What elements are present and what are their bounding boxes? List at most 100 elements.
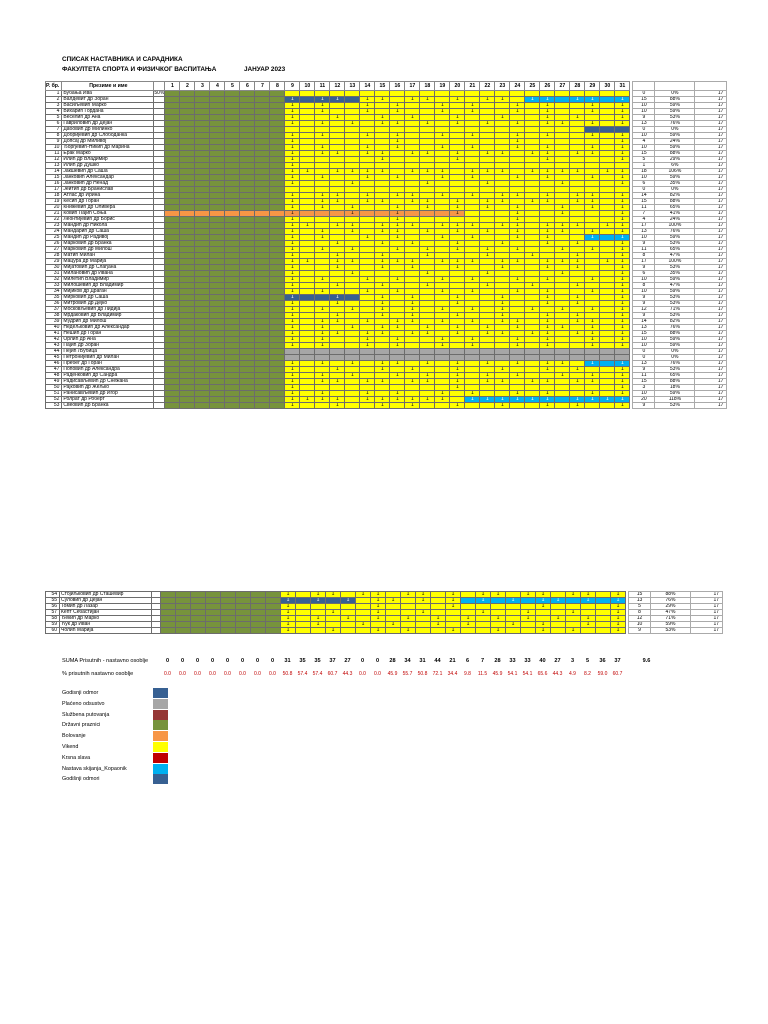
legend-swatch [153,731,168,742]
day-cell: 1 [610,627,626,634]
sum-label: SUMA Prisutnih - nastavno osoblje [62,658,149,664]
table-row: 4 Вихарић Гордана 1 1 1 1 1 1 1 1 1 1 10 59% 17 [44,108,728,115]
summary-value: 0.0 [194,671,201,677]
day-cell [434,402,451,409]
summary-total: 9.6 [642,658,651,664]
summary-value: 33 [509,658,516,664]
summary-value: 28 [389,658,396,664]
header-day: 1 [164,81,181,91]
day-cell [190,627,206,634]
day-cell [310,627,326,634]
legend-swatch [153,720,168,731]
summary-value: 7 [480,658,485,664]
table-row: 59 Ћук др Иван 1 1 1 1 1 1 1 1 1 1 10 59% 17 [45,621,723,628]
header-workdays [694,81,728,91]
header-day: 19 [434,81,451,91]
day-cell [344,402,361,409]
day-cell [164,402,181,409]
header-day: 28 [569,81,586,91]
legend-item: Vikend [62,741,192,753]
table-row: 42 Орлић др Ана 1 1 1 1 1 1 1 1 1 1 10 59% 17 [44,336,728,343]
summary-value: 60.7 [327,671,338,677]
table-row: 51 Ранисављевић др Игор 1 1 1 1 1 1 1 1 1 1 10 59% 17 [44,390,728,397]
day-cell: 1 [404,402,421,409]
header-day: 4 [209,81,226,91]
day-cell [509,402,526,409]
table-row: 49 Радисављевић др Снежана 1 1 1 1 1 1 1 1 1 1 1 1 1 1 1… [44,378,728,385]
day-cell [175,627,191,634]
day-cell: 1 [280,627,296,634]
summary-value: 50.8 [282,671,293,677]
day-cell [595,627,611,634]
day-cell [179,402,196,409]
day-cell [205,627,221,634]
attendance-table-continued: 54 Стојиљковић др Сташевир 1 1 1 1 1 1 1 1 1 1 1 1 1 1 1… [45,591,723,634]
summary-value: 11.5 [477,671,488,677]
day-cell [355,627,371,634]
day-cell [299,402,316,409]
day-cell: 1 [284,402,301,409]
day-cell [194,402,211,409]
summary-value: 27 [554,658,561,664]
header-day: 22 [479,81,496,91]
header-day: 12 [329,81,346,91]
summary-value: 6 [465,658,470,664]
summary-value: 60.7 [612,671,623,677]
day-cell [554,402,571,409]
header-day: 11 [314,81,331,91]
header-day: 27 [554,81,571,91]
header-day: 15 [374,81,391,91]
header-day: 6 [239,81,256,91]
table-row: 54 Стојиљковић др Сташевир 1 1 1 1 1 1 1 1 1 1 1 1 1 1 1… [45,591,723,598]
percent-row: % prisutnih nastavno osoblje 0.0 0.0 0.0 0.… [62,671,662,681]
summary-value: 35 [299,658,306,664]
table-row: 1 Бубања Ива 50% 0 0% 17 [44,90,728,97]
day-cell [314,402,331,409]
attendance-table: Р. бр. Презиме и име 1 2 3 4 5 6 7 8 9 10 11 12 13 14 15… [44,81,728,409]
document-title: СПИСАК НАСТАВНИКА И САРАДНИКА [62,56,183,63]
day-cell: 1 [374,402,391,409]
legend-label: Službena putovanja [62,711,110,718]
table-row: 25 Мандић др Радивој 1 1 1 1 1 1 1 1 1 1 10 59% 17 [44,234,728,241]
legend-label: Vikend [62,743,79,750]
row-number: 53 [44,402,63,409]
row-extra [153,402,166,409]
present-percent: 53% [650,627,691,634]
sum-row: SUMA Prisutnih - nastavno osoblje 0 0 0 0 0 0… [62,658,662,668]
day-cell [580,627,596,634]
summary-value: 57.4 [297,671,308,677]
workdays-count: 17 [690,627,723,634]
legend-item: Plaćeno odsustvo [62,698,192,710]
table-row: 48 Раденковић др Сандра 1 1 1 1 1 1 1 1 1 1 1 11 65% 17 [44,372,728,379]
header-name: Презиме и име [61,81,155,91]
table-row: 22 Леонтијевић др Борис 1 1 1 1 4 24% 17 [44,216,728,223]
table-row: 15 Јанковић Александар 1 1 1 1 1 1 1 1 1 1 10 59% 17 [44,174,728,181]
header-day: 31 [614,81,631,91]
header-day: 17 [404,81,421,91]
table-row: 23 Мандић др Никола 1 1 1 1 1 1 1 1 1 1 1 1 1 1 1 1 1 17 100… [44,222,728,229]
summary-value: 37 [614,658,621,664]
legend-item: Nastava skijanja_Kopaonik [62,763,192,775]
day-cell [295,627,311,634]
summary-value: 0 [180,658,185,664]
day-cell: 1 [535,627,551,634]
percent-label: % prisutnih nastavno osoblje [62,671,134,677]
header-day: 3 [194,81,211,91]
summary-value: 27 [344,658,351,664]
present-count: 9 [632,402,656,409]
legend-swatch [153,774,168,785]
day-cell [464,402,481,409]
legend-swatch [153,752,168,763]
legend-label: Godisnji odmor [62,690,99,696]
gap [629,81,633,91]
legend-item: Godišnji odmori [62,774,192,785]
header-count [632,81,656,91]
day-cell: 1 [325,627,341,634]
legend-label: Krsna slava [62,754,91,761]
summary-value: 55.7 [402,671,413,677]
legend-label: Godišnji odmori [62,776,100,783]
summary-value: 21 [449,658,456,664]
summary-value: 0 [195,658,200,664]
day-cell: 1 [539,402,556,409]
summary-value: 34.4 [447,671,458,677]
